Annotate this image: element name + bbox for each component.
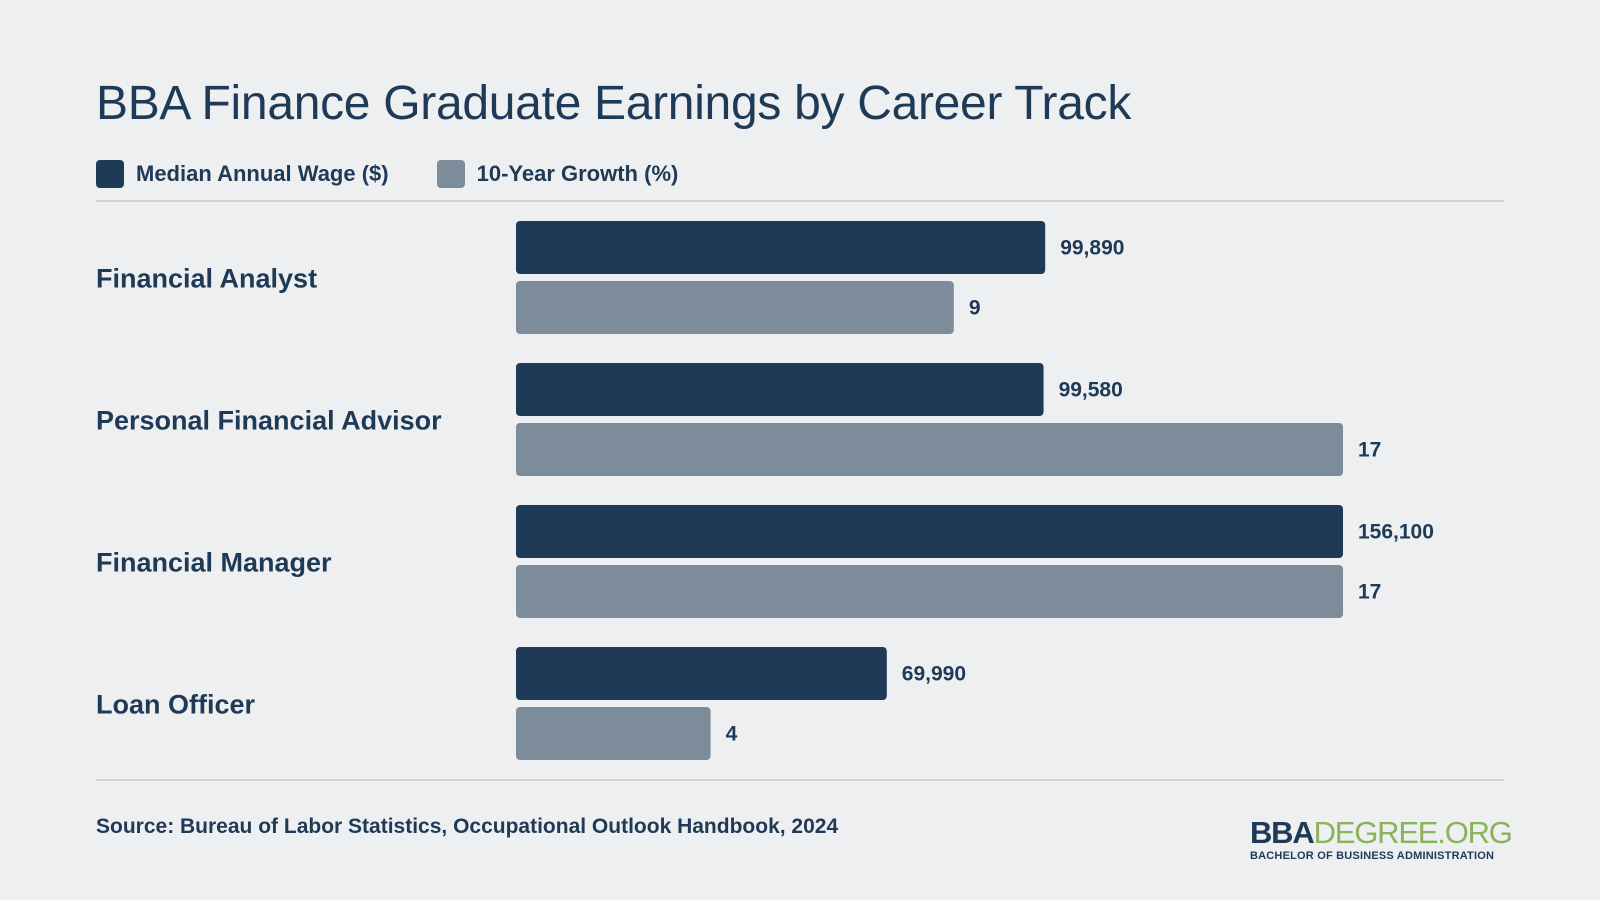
chart-title: BBA Finance Graduate Earnings by Career … — [96, 77, 1132, 130]
legend-swatch-growth — [436, 160, 465, 188]
logo-wordmark: BBADEGREE.ORG — [1250, 815, 1513, 850]
bottom-divider — [96, 779, 1504, 781]
category-label-financial-analyst: Financial Analyst — [96, 264, 317, 294]
category-label-personal-financial-advisor: Personal Financial Advisor — [96, 406, 442, 436]
bbadegree-logo: BBADEGREE.ORG BACHELOR OF BUSINESS ADMIN… — [1250, 815, 1513, 862]
bar-growth-financial-analyst — [516, 281, 954, 334]
source-note: Source: Bureau of Labor Statistics, Occu… — [96, 815, 839, 838]
bar-growth-financial-manager — [516, 565, 1343, 618]
bar-growth-personal-financial-advisor — [516, 423, 1343, 476]
value-label-growth-personal-financial-advisor: 17 — [1358, 439, 1381, 462]
value-label-wage-financial-analyst: 99,890 — [1060, 237, 1124, 260]
logo-tagline: BACHELOR OF BUSINESS ADMINISTRATION — [1250, 850, 1495, 862]
legend: Median Annual Wage ($) 10-Year Growth (%… — [96, 160, 726, 188]
bar-wage-financial-analyst — [516, 221, 1046, 274]
legend-item-wage: Median Annual Wage ($) — [96, 160, 389, 188]
legend-item-growth: 10-Year Growth (%) — [436, 160, 679, 188]
category-label-financial-manager: Financial Manager — [96, 548, 332, 578]
bar-wage-loan-officer — [516, 647, 887, 700]
logo-bba: BBA — [1250, 815, 1315, 850]
logo-degree: DEGREE.ORG — [1313, 815, 1513, 850]
value-label-growth-financial-manager: 17 — [1358, 581, 1381, 604]
bar-wage-personal-financial-advisor — [516, 363, 1044, 416]
legend-label-growth: 10-Year Growth (%) — [476, 161, 679, 186]
bar-growth-loan-officer — [516, 707, 711, 760]
value-label-wage-financial-manager: 156,100 — [1358, 521, 1434, 544]
value-label-growth-loan-officer: 4 — [726, 723, 738, 746]
value-label-wage-loan-officer: 69,990 — [902, 663, 966, 686]
legend-swatch-wage — [96, 160, 124, 188]
legend-label-wage: Median Annual Wage ($) — [136, 161, 389, 186]
bar-wage-financial-manager — [516, 505, 1343, 558]
category-label-loan-officer: Loan Officer — [96, 690, 256, 720]
value-label-wage-personal-financial-advisor: 99,580 — [1059, 379, 1123, 402]
top-divider — [96, 200, 1504, 202]
value-label-growth-financial-analyst: 9 — [969, 297, 981, 320]
